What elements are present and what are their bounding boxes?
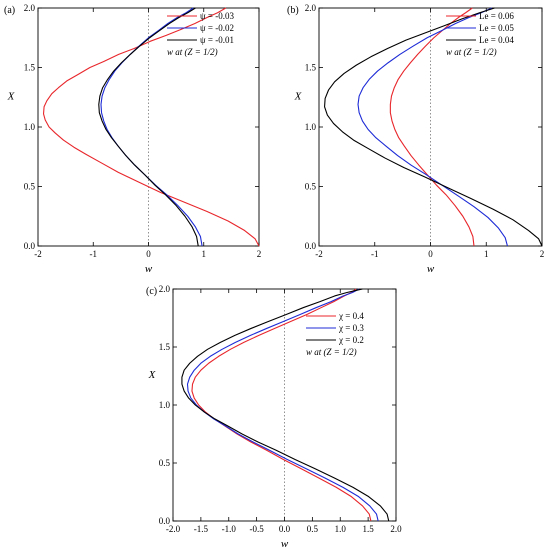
y-tick-label: 0.0 — [305, 241, 317, 251]
series-line-3 — [324, 7, 543, 247]
legend-entry: Le = 0.05 — [479, 23, 514, 33]
x-tick-label: -1.0 — [222, 524, 237, 534]
chart-panel-1: -2 -1 0 1 20.00.51.01.52.0wX(a) ψ = -0.03ψ = … — [4, 3, 261, 275]
x-tick-label: 2 — [540, 249, 545, 259]
x-tick-label: 1.5 — [363, 524, 375, 534]
x-tick-label: -2 — [315, 249, 323, 259]
legend: ψ = -0.03 ψ = -0.02 ψ = -0.01 w at (Z = 1/2… — [167, 11, 234, 57]
y-tick-label: 0.5 — [305, 182, 317, 192]
y-tick-label: 1.0 — [24, 122, 36, 132]
series-line-2 — [186, 288, 379, 522]
legend: Le = 0.06 Le = 0.05 Le = 0.04 w at (Z = 1/2… — [446, 11, 514, 57]
legend-entry: χ = 0.2 — [338, 335, 364, 345]
x-axis-title: w — [281, 538, 289, 550]
x-tick-label: -1 — [90, 249, 98, 259]
x-tick-label: 0.0 — [279, 524, 291, 534]
x-tick-label: 2.0 — [390, 524, 402, 534]
legend-note: w at (Z = 1/2) — [306, 347, 357, 357]
x-axis-title: w — [427, 263, 435, 275]
legend-note: w at (Z = 1/2) — [446, 47, 497, 57]
y-tick-label: 1.5 — [305, 63, 317, 73]
series-line-1 — [389, 7, 475, 247]
series-line-3 — [181, 288, 390, 522]
x-tick-label: 1 — [484, 249, 489, 259]
legend-entry: ψ = -0.03 — [200, 11, 234, 21]
y-tick-label: 0.5 — [159, 458, 171, 468]
legend-entry: Le = 0.06 — [479, 11, 514, 21]
x-axis-title: w — [145, 263, 153, 275]
x-tick-label: -1 — [371, 249, 379, 259]
panel-label: (c) — [146, 286, 157, 297]
panel-label: (a) — [4, 5, 15, 16]
series-line-1 — [191, 288, 372, 522]
x-tick-label: -2.0 — [166, 524, 181, 534]
y-axis-title: X — [294, 91, 303, 103]
y-tick-label: 1.5 — [159, 342, 171, 352]
x-tick-label: -0.5 — [250, 524, 265, 534]
y-tick-label: 2.0 — [305, 3, 317, 13]
y-axis-title: X — [7, 91, 16, 103]
legend-entry: χ = 0.3 — [338, 323, 364, 333]
x-tick-label: 0.5 — [307, 524, 319, 534]
y-tick-label: 1.5 — [24, 63, 36, 73]
y-tick-label: 2.0 — [159, 284, 171, 294]
legend-entry: ψ = -0.02 — [200, 23, 234, 33]
x-tick-label: -2 — [34, 249, 42, 259]
y-tick-label: 0.0 — [159, 516, 171, 526]
y-axis-title: X — [148, 369, 157, 381]
series-line-3 — [98, 7, 199, 247]
series-line-2 — [100, 7, 203, 247]
legend-entry: ψ = -0.01 — [200, 35, 234, 45]
x-tick-label: 1 — [202, 249, 207, 259]
y-tick-label: 1.0 — [305, 122, 317, 132]
legend-note: w at (Z = 1/2) — [167, 47, 218, 57]
legend: χ = 0.4 χ = 0.3 χ = 0.2 w at (Z = 1/2) — [306, 311, 364, 357]
x-tick-label: 0 — [146, 249, 151, 259]
legend-entry: χ = 0.4 — [338, 311, 364, 321]
series-line-2 — [357, 7, 508, 247]
legend-entry: Le = 0.04 — [479, 35, 514, 45]
x-tick-label: 0 — [428, 249, 433, 259]
panel-label: (b) — [287, 5, 299, 16]
x-tick-label: 1.0 — [335, 524, 347, 534]
x-tick-label: -1.5 — [194, 524, 209, 534]
x-tick-label: 2 — [257, 249, 262, 259]
y-tick-label: 1.0 — [159, 400, 171, 410]
chart-panel-3: -2.0 -1.5 -1.0 -0.5 0.0 0.5 1.0 1.5 2.0 0.0 0.5 1.0… — [146, 284, 402, 550]
series-line-1 — [42, 7, 260, 247]
y-tick-label: 2.0 — [24, 3, 36, 13]
y-tick-label: 0.0 — [24, 241, 36, 251]
y-tick-label: 0.5 — [24, 182, 36, 192]
